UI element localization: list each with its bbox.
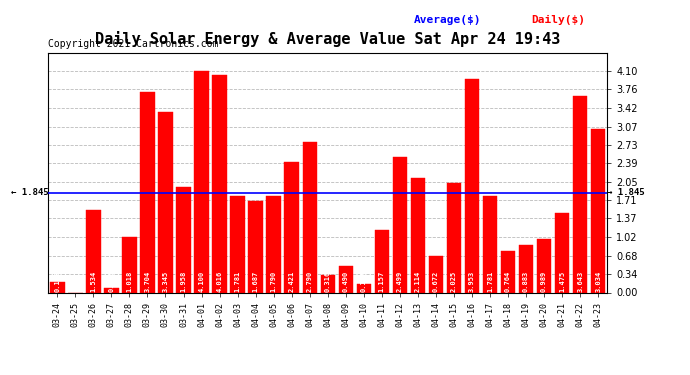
Bar [591, 129, 605, 292]
Text: 3.953: 3.953 [469, 271, 475, 292]
Bar [357, 284, 371, 292]
Bar [501, 251, 515, 292]
Text: 1.534: 1.534 [90, 271, 97, 292]
Bar [537, 239, 551, 292]
Text: 3.345: 3.345 [162, 271, 168, 292]
Bar [86, 210, 101, 292]
Text: 0.490: 0.490 [343, 271, 348, 292]
Text: 0.989: 0.989 [541, 271, 547, 292]
Text: 3.643: 3.643 [577, 271, 583, 292]
Bar [375, 230, 389, 292]
Text: 0.193: 0.193 [55, 271, 60, 292]
Bar [284, 162, 299, 292]
Bar [465, 79, 479, 292]
Text: 1.687: 1.687 [253, 271, 259, 292]
Bar [428, 256, 443, 292]
Bar [555, 213, 569, 292]
Bar [50, 282, 65, 292]
Text: ← 1.845: ← 1.845 [10, 188, 48, 197]
Text: 3.704: 3.704 [144, 271, 150, 292]
Text: Average($): Average($) [414, 15, 482, 25]
Text: 0.075: 0.075 [108, 271, 115, 292]
Text: 0.672: 0.672 [433, 271, 439, 292]
Text: 2.499: 2.499 [397, 271, 403, 292]
Bar [573, 96, 587, 292]
Bar [519, 245, 533, 292]
Text: Daily($): Daily($) [531, 15, 585, 25]
Bar [483, 196, 497, 292]
Bar [195, 71, 209, 292]
Text: 2.025: 2.025 [451, 271, 457, 292]
Bar [411, 178, 425, 292]
Bar [321, 275, 335, 292]
Text: 1.781: 1.781 [235, 271, 241, 292]
Text: 0.883: 0.883 [523, 271, 529, 292]
Bar [446, 183, 461, 292]
Text: 1.781: 1.781 [487, 271, 493, 292]
Text: Copyright 2021 Cartronics.com: Copyright 2021 Cartronics.com [48, 39, 219, 50]
Bar [302, 142, 317, 292]
Text: 0.157: 0.157 [361, 271, 367, 292]
Text: 1.958: 1.958 [181, 271, 186, 292]
Bar [122, 237, 137, 292]
Text: 0.316: 0.316 [325, 271, 331, 292]
Text: → 1.845: → 1.845 [607, 188, 645, 197]
Bar [177, 187, 190, 292]
Text: 3.034: 3.034 [595, 271, 601, 292]
Text: 1.475: 1.475 [559, 271, 565, 292]
Bar [393, 158, 407, 292]
Text: 1.157: 1.157 [379, 271, 385, 292]
Bar [339, 266, 353, 292]
Text: 2.790: 2.790 [307, 271, 313, 292]
Text: 4.016: 4.016 [217, 271, 223, 292]
Text: 2.114: 2.114 [415, 271, 421, 292]
Text: 1.790: 1.790 [270, 271, 277, 292]
Bar [266, 196, 281, 292]
Text: 4.100: 4.100 [199, 271, 204, 292]
Title: Daily Solar Energy & Average Value Sat Apr 24 19:43: Daily Solar Energy & Average Value Sat A… [95, 31, 560, 47]
Text: 0.764: 0.764 [505, 271, 511, 292]
Text: 2.421: 2.421 [288, 271, 295, 292]
Bar [158, 112, 172, 292]
Bar [230, 196, 245, 292]
Text: 1.018: 1.018 [126, 271, 132, 292]
Bar [140, 92, 155, 292]
Bar [248, 201, 263, 292]
Bar [104, 288, 119, 292]
Bar [213, 75, 227, 292]
